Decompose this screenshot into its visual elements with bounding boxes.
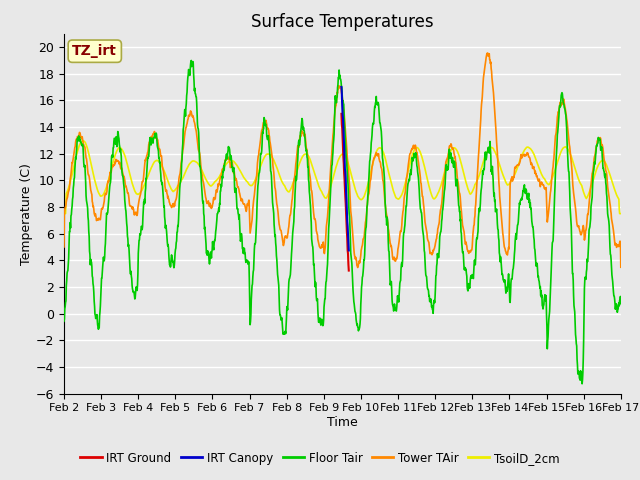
Legend: IRT Ground, IRT Canopy, Floor Tair, Tower TAir, TsoilD_2cm: IRT Ground, IRT Canopy, Floor Tair, Towe… [76,447,564,469]
Y-axis label: Temperature (C): Temperature (C) [20,163,33,264]
Text: TZ_irt: TZ_irt [72,44,117,58]
X-axis label: Time: Time [327,416,358,429]
Title: Surface Temperatures: Surface Temperatures [251,12,434,31]
